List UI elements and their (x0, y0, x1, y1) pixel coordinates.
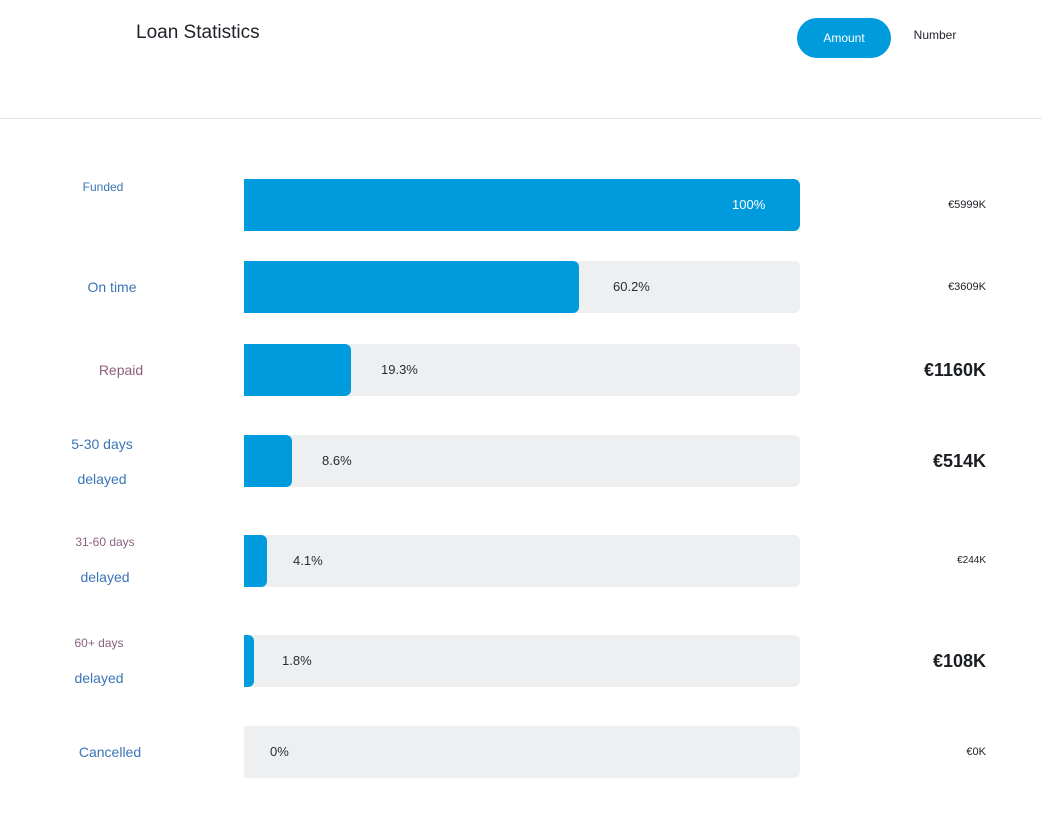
amount-value: €3609K (948, 281, 986, 293)
progress-track: 19.3% (244, 344, 800, 396)
row-label: Repaid (80, 353, 162, 388)
progress-track: 4.1% (244, 535, 800, 587)
number-toggle-button[interactable]: Number (913, 28, 957, 42)
amount-value: €514K (932, 451, 986, 471)
amount-value: €244K (957, 555, 986, 566)
progress-fill (244, 344, 352, 396)
progress-fill (244, 535, 267, 587)
row-label-line: Cancelled (78, 744, 142, 760)
page-title: Loan Statistics (136, 22, 260, 43)
percent-label: 60.2% (613, 279, 650, 294)
row-label-line: delayed (74, 670, 124, 686)
progress-track: 8.6% (244, 435, 800, 487)
percent-label: 100% (732, 197, 766, 212)
progress-track: 60.2% (244, 261, 800, 313)
progress-track: 1.8% (244, 635, 800, 687)
row-label-line: 60+ days (74, 636, 124, 650)
amount-value: €0K (966, 746, 986, 758)
row-label-line: Funded (82, 180, 124, 194)
row-label-line: delayed (80, 569, 130, 585)
percent-label: 0% (270, 744, 289, 759)
progress-fill (244, 261, 579, 313)
progress-track: 0% (244, 726, 800, 778)
progress-fill (244, 179, 800, 231)
percent-label: 1.8% (282, 653, 312, 668)
row-label-line: On time (87, 279, 137, 295)
percent-label: 8.6% (322, 453, 352, 468)
amount-value: €108K (932, 651, 986, 671)
row-label: 60+ days delayed (56, 626, 142, 696)
row-label: Funded (60, 170, 146, 205)
amount-toggle-button[interactable]: Amount (797, 18, 891, 58)
row-label: 5-30 days delayed (58, 427, 146, 497)
row-label-line: 31-60 days (75, 535, 135, 549)
row-label: Cancelled (64, 735, 156, 770)
amount-value: €1160K (923, 360, 986, 380)
row-label: 31-60 days delayed (56, 525, 154, 595)
progress-track: 100% (244, 179, 800, 231)
progress-fill (244, 635, 254, 687)
row-label-line: 5-30 days (71, 436, 133, 452)
header: Loan Statistics Amount Number (0, 0, 1042, 119)
row-label-line: delayed (77, 471, 127, 487)
percent-label: 19.3% (381, 362, 418, 377)
row-label: On time (70, 270, 154, 305)
row-label-line: Repaid (98, 362, 144, 378)
percent-label: 4.1% (293, 553, 323, 568)
progress-fill (244, 435, 292, 487)
amount-value: €5999K (948, 199, 986, 211)
